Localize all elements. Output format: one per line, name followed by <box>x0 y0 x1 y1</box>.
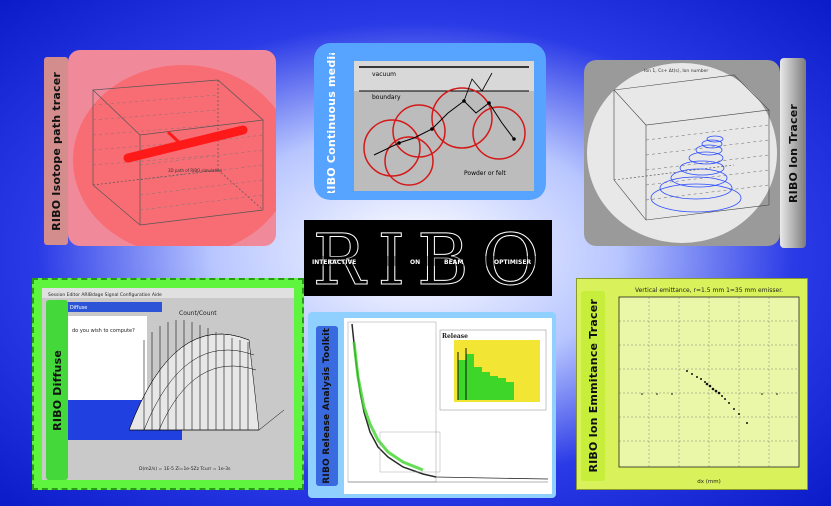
continuous-diagram: vacuum boundary Powder or felt <box>314 43 546 200</box>
release-chart: Release <box>308 312 556 498</box>
diffuse-prompt: do you wish to compute? <box>72 328 135 334</box>
diffuse-label: RIBO Diffuse <box>46 300 68 480</box>
emittance-label: RIBO Ion Emmitance Tracer <box>581 291 605 481</box>
ion-tracer-header: Ion 1, Cs+ Δt(s), Ion number <box>644 68 708 74</box>
isotope-3d-plot: 3D path of RIBO simulation <box>68 50 276 246</box>
diffuse-window: Session Editor ARIBdage Signal Configura… <box>42 288 294 480</box>
release-label-text: RIBO Release Analysis Toolkit <box>322 328 332 484</box>
emittance-panel[interactable]: Vertical emittance, r=1.5 mm 1=35 mm emi… <box>576 278 808 490</box>
isotope-legend: 3D path of RIBO simulation <box>168 168 223 173</box>
ion-tracer-panel[interactable]: Ion 1, Cs+ Δt(s), Ion number <box>584 60 780 246</box>
ion-tracer-label-text: RIBO Ion Tracer <box>786 103 800 203</box>
diffuse-menu: Session Editor ARIBdage Signal Configura… <box>48 292 162 298</box>
continuous-label-text: RIBO Continuous media <box>324 53 338 193</box>
isotope-panel[interactable]: 3D path of RIBO simulation <box>68 50 276 246</box>
continuous-panel[interactable]: vacuum boundary Powder or felt RIBO Cont… <box>314 43 546 200</box>
logo-word-interactive: INTERACTIVE <box>312 259 356 266</box>
ion-tracer-plot: Ion 1, Cs+ Δt(s), Ion number <box>584 60 780 246</box>
release-label: RIBO Release Analysis Toolkit <box>316 326 338 486</box>
ion-tracer-label: RIBO Ion Tracer <box>780 58 806 248</box>
continuous-label: RIBO Continuous media <box>320 53 342 193</box>
vacuum-label: vacuum <box>372 71 396 78</box>
diffuse-footer: D(m2/s) = 1E-5 Zi=1e-5Zz Tcurr = 1e-3s <box>139 466 231 472</box>
diffuse-plot-title: Count/Count <box>179 310 217 317</box>
diffuse-label-text: RIBO Diffuse <box>50 349 64 431</box>
release-panel[interactable]: Release RIBO Release Analysis Toolkit <box>308 312 556 498</box>
logo-word-optimiser: OPTIMISER <box>494 259 531 266</box>
powder-label: Powder or felt <box>464 170 506 177</box>
isotope-label-text: RIBO Isotope path tracer <box>49 71 63 231</box>
release-chart-title: Release <box>442 333 468 340</box>
ribo-logo: RIBO INTERACTIVE ON BEAM OPTIMISER <box>304 220 552 296</box>
logo-word-beam: BEAM <box>444 259 463 266</box>
emittance-chart-title: Vertical emittance, r=1.5 mm 1=35 mm emi… <box>635 287 783 294</box>
emittance-chart: Vertical emittance, r=1.5 mm 1=35 mm emi… <box>577 279 807 489</box>
diffuse-subtitle: RIBO Diffuse <box>56 305 87 311</box>
emittance-xlabel: dx (mm) <box>697 479 721 485</box>
diffuse-panel[interactable]: Session Editor ARIBdage Signal Configura… <box>32 278 304 490</box>
isotope-label: RIBO Isotope path tracer <box>44 57 68 245</box>
boundary-label: boundary <box>372 94 401 101</box>
ribo-logo-graphic: RIBO INTERACTIVE ON BEAM OPTIMISER <box>312 220 551 296</box>
emittance-label-text: RIBO Ion Emmitance Tracer <box>586 299 600 473</box>
ribo-letters: RIBO <box>313 220 551 296</box>
logo-word-on: ON <box>410 259 420 266</box>
